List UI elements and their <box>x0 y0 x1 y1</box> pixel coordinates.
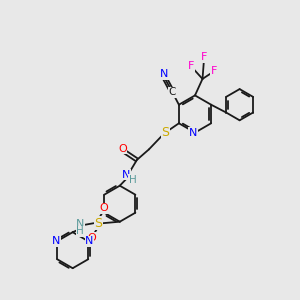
Text: F: F <box>211 66 217 76</box>
Text: N: N <box>122 170 130 180</box>
Text: N: N <box>160 69 168 80</box>
Text: H: H <box>129 175 136 185</box>
Text: N: N <box>85 236 94 246</box>
Text: F: F <box>201 52 207 62</box>
Text: N: N <box>189 128 197 138</box>
Text: O: O <box>100 203 109 214</box>
Text: O: O <box>88 233 97 243</box>
Text: N: N <box>52 236 60 246</box>
Text: O: O <box>118 144 127 154</box>
Text: C: C <box>169 87 176 97</box>
Text: N: N <box>76 219 84 229</box>
Text: F: F <box>188 61 194 71</box>
Text: H: H <box>76 226 84 236</box>
Text: S: S <box>161 126 169 140</box>
Text: S: S <box>94 217 102 230</box>
